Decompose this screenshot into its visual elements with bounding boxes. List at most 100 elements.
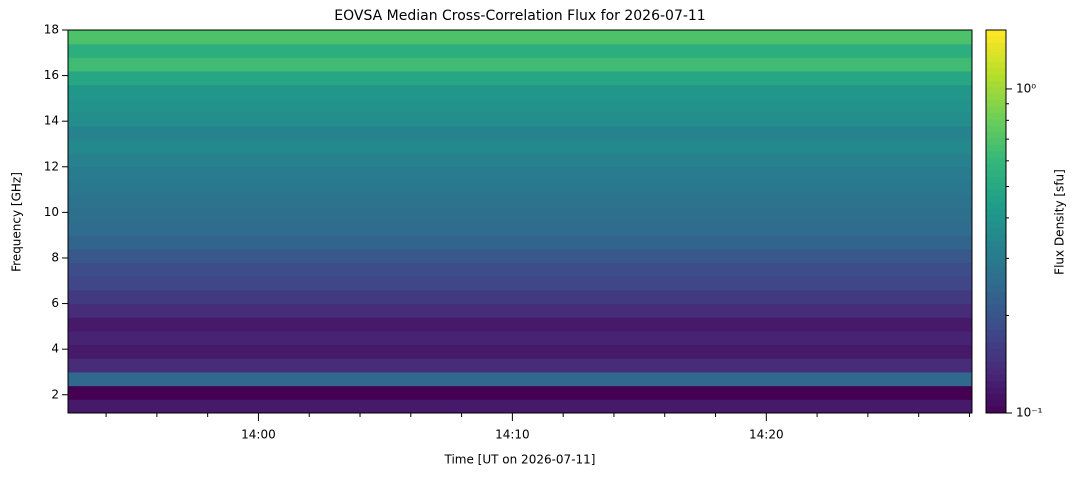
colorbar-segment [986,330,1006,337]
colorbar-tick-label: 10⁰ [1016,81,1036,95]
spectrogram-band [68,166,972,181]
colorbar-segment [986,323,1006,331]
colorbar-segment [986,157,1006,165]
spectrogram-band [68,289,972,305]
spectrogram-band [68,344,972,359]
colorbar-segment [986,202,1006,210]
y-tick-label: 8 [51,250,59,264]
colorbar-segment [986,42,1006,50]
colorbar-segment [986,189,1006,197]
colorbar-segment [986,144,1006,152]
spectrogram-band [68,399,972,414]
colorbar-segment [986,74,1006,82]
spectrogram-band [68,30,972,45]
colorbar-segment [986,112,1006,120]
chart-title: EOVSA Median Cross-Correlation Flux for … [334,8,705,24]
colorbar-segment [986,68,1006,76]
spectrogram-band [68,262,972,277]
spectrogram-band [68,276,972,291]
y-tick-label: 12 [44,159,59,173]
y-tick-label: 10 [44,205,59,219]
colorbar-segment [986,400,1006,408]
colorbar-segment [986,247,1006,254]
spectrogram-band [68,385,972,400]
spectrogram-band [68,358,972,373]
colorbar-segment [986,195,1006,203]
x-tick-label: 14:20 [749,428,784,442]
colorbar-segment [986,368,1006,376]
spectrogram-band [68,371,972,387]
colorbar-segment [986,310,1006,318]
colorbar-segment [986,393,1006,401]
colorbar-segment [986,406,1006,414]
colorbar-segment [986,304,1006,312]
colorbar-segment [986,151,1006,159]
colorbar-segment [986,266,1006,274]
colorbar-segment [986,259,1006,267]
colorbar-segment [986,361,1006,369]
colorbar-segment [986,342,1006,350]
colorbar-segment [986,164,1006,171]
y-tick-label: 14 [44,114,59,128]
colorbar-segment [986,234,1006,242]
spectrogram-band [68,43,972,58]
colorbar-segment [986,87,1006,95]
colorbar-label: Flux Density [sfu] [1053,169,1067,275]
y-tick-label: 2 [51,387,59,401]
colorbar-segment [986,227,1006,235]
colorbar-segment [986,240,1006,248]
spectrogram-band [68,112,972,127]
colorbar-segment [986,30,1006,37]
spectrogram-band [68,57,972,72]
x-axis-label: Time [UT on 2026-07-11] [444,453,596,467]
spectrogram-band [68,125,972,140]
colorbar-segment [986,215,1006,222]
colorbar-segment [986,253,1006,261]
colorbar-segment [986,221,1006,229]
colorbar-segment [986,278,1006,286]
spectrogram-band [68,98,972,113]
colorbar-segment [986,183,1006,191]
spectrogram-band [68,248,972,264]
colorbar-segment [986,170,1006,178]
colorbar-segment [986,55,1006,63]
spectrogram-band [68,194,972,209]
colorbar-segment [986,138,1006,146]
y-axis-label: Frequency [GHz] [10,172,24,272]
spectrogram-band [68,84,972,99]
colorbar-segment [986,81,1006,88]
spectrogram-band [68,139,972,154]
colorbar-segment [986,336,1006,344]
colorbar-segment [986,374,1006,382]
colorbar-segment [986,125,1006,133]
colorbar-segment [986,285,1006,293]
y-tick-label: 6 [51,296,59,310]
colorbar-segment [986,93,1006,101]
colorbar-segment [986,61,1006,69]
colorbar-segment [986,291,1006,299]
spectrogram-band [68,180,972,195]
colorbar-segment [986,106,1006,114]
spectrogram-band [68,317,972,332]
colorbar-segment [986,119,1006,127]
colorbar-segment [986,272,1006,280]
colorbar-segment [986,176,1006,184]
plot-frame [67,29,973,414]
x-tick-label: 14:10 [495,428,530,442]
colorbar-segment [986,381,1006,388]
x-tick-label: 14:00 [241,428,276,442]
y-tick-label: 18 [44,23,59,37]
spectrogram-band [68,71,972,86]
colorbar-segment [986,355,1006,363]
spectrogram-band [68,221,972,236]
spectrogram-band [68,330,972,346]
colorbar-segment [986,132,1006,140]
colorbar-segment [986,100,1006,108]
colorbar-segment [986,49,1006,57]
colorbar-tick-label: 10⁻¹ [1016,406,1043,420]
colorbar-segment [986,36,1006,44]
colorbar-segment [986,387,1006,395]
colorbar-segment [986,317,1006,325]
colorbar-segment [986,298,1006,305]
